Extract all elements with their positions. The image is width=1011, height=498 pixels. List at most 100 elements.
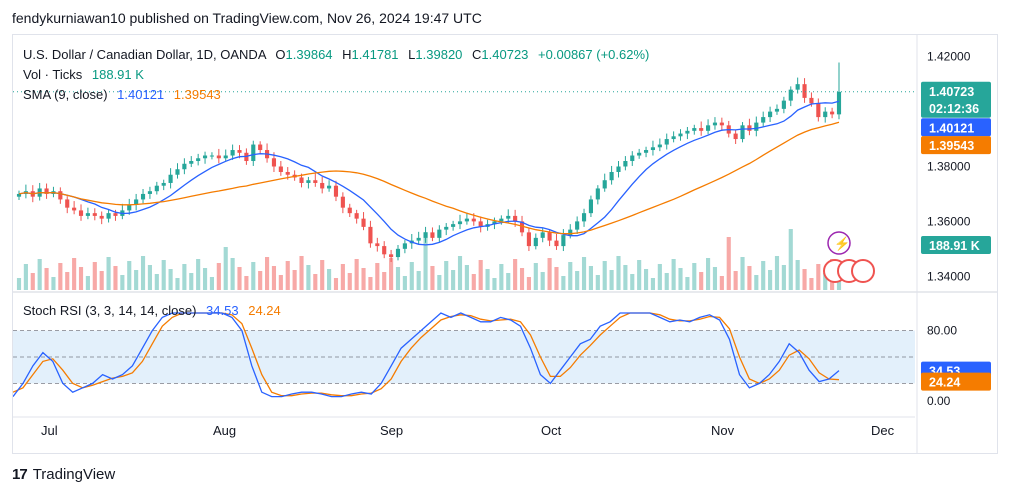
candle-body bbox=[740, 125, 745, 140]
volume-bar bbox=[430, 266, 435, 290]
candle-body bbox=[99, 215, 104, 219]
candle-body bbox=[747, 125, 752, 131]
volume-bar bbox=[230, 258, 235, 290]
volume-bar bbox=[602, 261, 607, 290]
lightning-glyph: ⚡ bbox=[834, 236, 850, 252]
candle-body bbox=[499, 218, 504, 222]
volume-bar bbox=[581, 257, 587, 290]
candle-body bbox=[575, 221, 580, 230]
volume-bar bbox=[423, 232, 428, 290]
volume-bar bbox=[147, 265, 152, 290]
candle-body bbox=[354, 213, 359, 219]
volume-bar bbox=[761, 261, 766, 290]
volume-bar bbox=[120, 275, 125, 290]
volume-bar bbox=[823, 273, 828, 290]
volume-bar bbox=[368, 277, 373, 290]
volume-bar bbox=[809, 278, 814, 290]
volume-bar bbox=[175, 278, 180, 290]
footer-brand[interactable]: TradingView bbox=[32, 466, 116, 483]
candle-body bbox=[506, 215, 511, 219]
candle-body bbox=[809, 97, 814, 104]
candle-body bbox=[16, 193, 22, 197]
candle-body bbox=[168, 174, 173, 183]
candle-body bbox=[678, 133, 683, 137]
volume-bar bbox=[402, 276, 407, 290]
volume-bar bbox=[575, 271, 580, 290]
candle-body bbox=[643, 150, 649, 153]
volume-bar bbox=[526, 277, 531, 290]
volume-bar bbox=[471, 274, 476, 290]
volume-bar bbox=[333, 278, 339, 290]
stoch-k-line bbox=[12, 312, 840, 398]
volume-bar bbox=[65, 272, 70, 290]
time-axis-label: Nov bbox=[711, 423, 735, 438]
volume-bar bbox=[547, 258, 552, 290]
volume-bar bbox=[643, 269, 649, 290]
candle-body bbox=[478, 221, 483, 227]
volume-bar bbox=[519, 268, 525, 290]
candle-body bbox=[519, 221, 525, 233]
volume-bar bbox=[561, 276, 566, 290]
sma-slow-value: 1.39543 bbox=[173, 87, 221, 102]
tradingview-logo-icon: 17 bbox=[12, 466, 28, 483]
stoch-label: Stoch RSI (3, 3, 14, 14, close) bbox=[23, 303, 197, 318]
candle-body bbox=[251, 144, 256, 162]
candle-body bbox=[423, 232, 428, 238]
volume-bar bbox=[712, 267, 718, 290]
volume-value: 188.91 K bbox=[91, 67, 144, 82]
candle-body bbox=[78, 210, 84, 216]
candle-body bbox=[657, 144, 662, 148]
volume-bar bbox=[595, 275, 600, 290]
volume-bar bbox=[671, 259, 676, 290]
volume-bar bbox=[320, 260, 325, 290]
candle-body bbox=[547, 232, 552, 241]
volume-bar bbox=[347, 273, 352, 290]
candle-body bbox=[223, 155, 228, 159]
volume-bar bbox=[78, 267, 84, 290]
sma-fast-line bbox=[18, 100, 840, 246]
candle-body bbox=[540, 232, 545, 238]
stoch-tick-label: 80.00 bbox=[927, 324, 957, 338]
candle-body bbox=[368, 226, 373, 244]
volume-bar bbox=[444, 261, 449, 290]
candle-body bbox=[161, 182, 166, 186]
volume-bar bbox=[92, 262, 97, 290]
volume-bar bbox=[140, 256, 146, 290]
volume-bar bbox=[706, 258, 711, 290]
candle-body bbox=[581, 213, 587, 222]
volume-bar bbox=[699, 272, 704, 290]
volume-bar bbox=[106, 257, 111, 290]
candle-body bbox=[333, 185, 339, 197]
volume-tag-bg bbox=[921, 236, 991, 254]
volume-bar bbox=[182, 264, 187, 290]
volume-bar bbox=[719, 276, 724, 290]
stoch-d-tag-bg bbox=[921, 372, 991, 391]
chart-svg[interactable]: 1.42000 1.38000 1.36000 1.34000 80.00 0.00 1.4… bbox=[12, 35, 997, 453]
candle-body bbox=[389, 254, 394, 258]
volume-bar bbox=[409, 262, 414, 290]
sma-slow-line bbox=[18, 121, 840, 235]
price-tick-label: 1.34000 bbox=[927, 269, 971, 283]
candle-body bbox=[216, 155, 221, 159]
candle-body bbox=[795, 84, 800, 90]
change-value: +0.00867 (+0.62%) bbox=[538, 47, 650, 62]
volume-bar bbox=[802, 269, 807, 290]
stoch-d-tag-text: 24.24 bbox=[929, 376, 960, 390]
volume-bar bbox=[754, 275, 759, 290]
candle-body bbox=[299, 177, 304, 183]
candle-body bbox=[712, 122, 718, 126]
close-label: C bbox=[472, 47, 482, 62]
candle-body bbox=[768, 111, 773, 118]
candle-body bbox=[313, 180, 318, 183]
volume-bar bbox=[664, 273, 669, 290]
candle-body bbox=[513, 215, 518, 222]
candle-body bbox=[395, 248, 401, 258]
candle-body bbox=[347, 207, 352, 214]
volume-bar bbox=[774, 256, 780, 290]
candle-body bbox=[306, 180, 311, 183]
volume-bar bbox=[740, 257, 745, 290]
candle-body bbox=[85, 213, 90, 216]
volume-bar bbox=[637, 260, 642, 290]
volume-bar bbox=[554, 267, 559, 290]
stoch-k-value: 34.53 bbox=[206, 303, 239, 318]
